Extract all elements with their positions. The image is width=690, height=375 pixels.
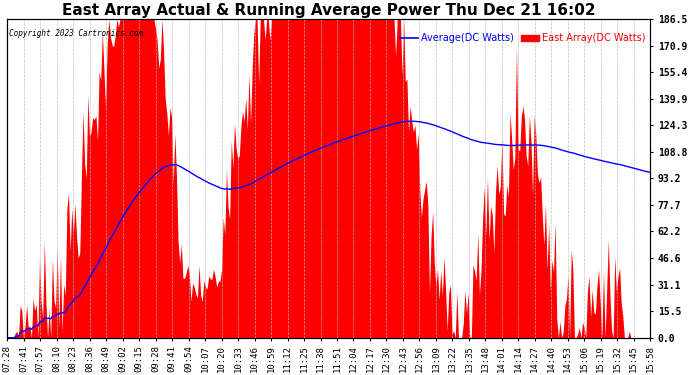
- Text: Copyright 2023 Cartronics.com: Copyright 2023 Cartronics.com: [8, 28, 143, 38]
- Title: East Array Actual & Running Average Power Thu Dec 21 16:02: East Array Actual & Running Average Powe…: [62, 3, 595, 18]
- Legend: Average(DC Watts), East Array(DC Watts): Average(DC Watts), East Array(DC Watts): [400, 33, 645, 44]
